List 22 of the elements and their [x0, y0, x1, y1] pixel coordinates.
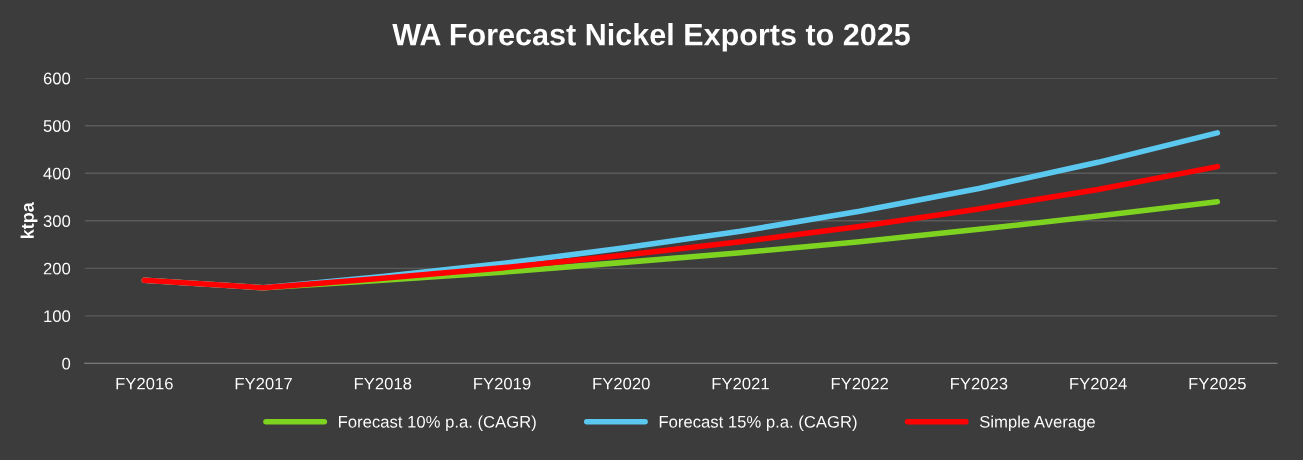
x-tick-label: FY2017	[235, 377, 292, 390]
x-tick-label: FY2025	[1189, 377, 1246, 390]
y-axis-title: ktpa	[20, 202, 38, 239]
x-tick-label: FY2018	[354, 377, 412, 390]
x-tick-label: FY2022	[831, 377, 889, 390]
x-tick-label: FY2023	[951, 377, 1008, 390]
y-tick-label: 500	[43, 120, 71, 132]
x-tick-label: FY2020	[593, 377, 650, 390]
y-tick-label: 600	[43, 72, 71, 85]
x-tick-label: FY2016	[116, 377, 173, 390]
x-tick-label: FY2019	[474, 377, 531, 390]
y-tick-label: 100	[44, 310, 71, 323]
y-tick-label: 0	[62, 357, 71, 370]
y-tick-label: 300	[43, 215, 71, 227]
x-tick-label: FY2024	[1070, 377, 1127, 390]
y-tick-label: 400	[43, 167, 71, 180]
x-tick-label: FY2021	[712, 377, 769, 390]
legend-label: Forecast 10% p.a. (CAGR)	[339, 415, 536, 432]
legend-label: Forecast 15% p.a. (CAGR)	[659, 415, 857, 432]
chart-title: WA Forecast Nickel Exports to 2025	[392, 23, 910, 52]
legend-label: Simple Average	[979, 415, 1095, 432]
y-tick-label: 200	[43, 262, 71, 275]
